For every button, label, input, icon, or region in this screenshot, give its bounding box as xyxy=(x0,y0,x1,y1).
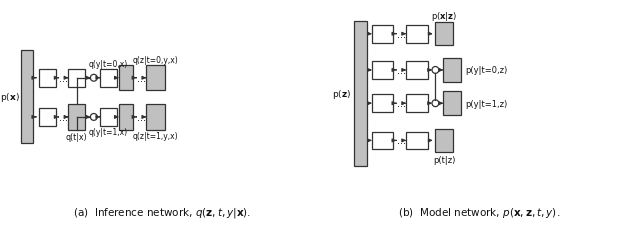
Text: ...: ... xyxy=(59,74,68,83)
FancyBboxPatch shape xyxy=(372,132,394,150)
FancyBboxPatch shape xyxy=(146,66,164,91)
FancyBboxPatch shape xyxy=(21,51,33,144)
FancyBboxPatch shape xyxy=(444,59,461,82)
Text: p(t|z): p(t|z) xyxy=(433,155,456,164)
Text: p($\mathbf{x}$): p($\mathbf{x}$) xyxy=(0,91,19,104)
Circle shape xyxy=(90,114,97,121)
Text: ...: ... xyxy=(137,112,146,122)
Text: ...: ... xyxy=(397,136,406,146)
FancyBboxPatch shape xyxy=(406,132,428,150)
Text: p($\mathbf{z}$): p($\mathbf{z}$) xyxy=(332,88,351,101)
Text: q(t|x): q(t|x) xyxy=(66,132,88,141)
FancyBboxPatch shape xyxy=(146,105,164,130)
Text: q(z|t=0,y,x): q(z|t=0,y,x) xyxy=(132,55,179,64)
FancyBboxPatch shape xyxy=(39,70,56,87)
Text: p($\mathbf{x}$|$\mathbf{z}$): p($\mathbf{x}$|$\mathbf{z}$) xyxy=(431,10,458,22)
Text: ...: ... xyxy=(397,66,406,76)
FancyBboxPatch shape xyxy=(444,92,461,116)
FancyBboxPatch shape xyxy=(68,105,85,130)
FancyBboxPatch shape xyxy=(406,26,428,43)
Text: p(y|t=0,z): p(y|t=0,z) xyxy=(465,66,507,75)
FancyBboxPatch shape xyxy=(406,95,428,113)
FancyBboxPatch shape xyxy=(39,109,56,126)
Text: q(z|t=1,y,x): q(z|t=1,y,x) xyxy=(132,131,179,140)
FancyBboxPatch shape xyxy=(354,22,367,166)
FancyBboxPatch shape xyxy=(372,62,394,79)
FancyBboxPatch shape xyxy=(435,23,453,46)
Circle shape xyxy=(432,100,439,107)
Text: ...: ... xyxy=(59,112,68,122)
Text: (a)  Inference network, $q(\mathbf{z}, t, y|\mathbf{x})$.: (a) Inference network, $q(\mathbf{z}, t,… xyxy=(74,205,252,219)
FancyBboxPatch shape xyxy=(100,109,117,126)
FancyBboxPatch shape xyxy=(435,129,453,153)
Text: (b)  Model network, $p(\mathbf{x}, \mathbf{z}, t, y)$.: (b) Model network, $p(\mathbf{x}, \mathb… xyxy=(398,205,561,219)
Text: q(y|t=0,x): q(y|t=0,x) xyxy=(89,59,128,68)
Text: p(y|t=1,z): p(y|t=1,z) xyxy=(465,99,507,108)
Text: ...: ... xyxy=(397,30,406,39)
Text: ...: ... xyxy=(397,99,406,109)
Circle shape xyxy=(90,75,97,82)
FancyBboxPatch shape xyxy=(372,95,394,113)
FancyBboxPatch shape xyxy=(406,62,428,79)
FancyBboxPatch shape xyxy=(119,105,134,130)
FancyBboxPatch shape xyxy=(68,70,85,87)
FancyBboxPatch shape xyxy=(119,66,134,91)
Circle shape xyxy=(432,67,439,74)
Text: ...: ... xyxy=(137,74,146,83)
FancyBboxPatch shape xyxy=(372,26,394,43)
FancyBboxPatch shape xyxy=(100,70,117,87)
Text: q(y|t=1,x): q(y|t=1,x) xyxy=(89,128,128,136)
